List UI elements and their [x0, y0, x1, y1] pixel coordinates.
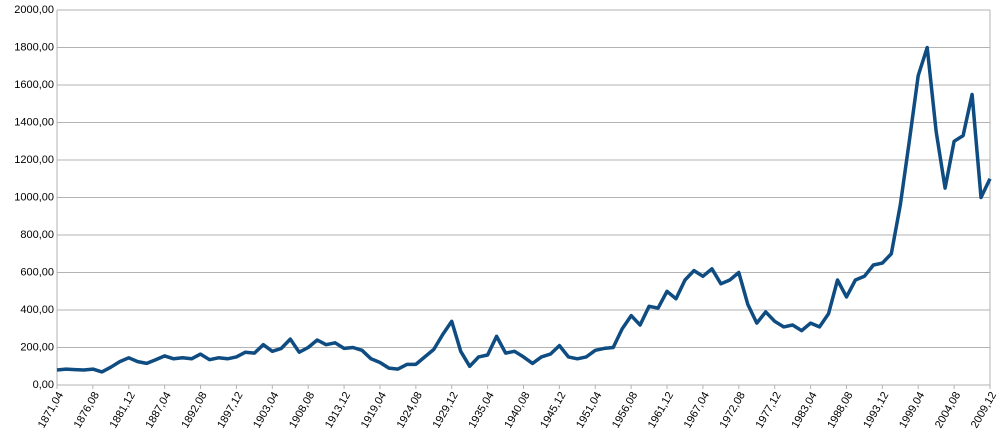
x-tick-label: 1871,04	[36, 390, 66, 430]
x-tick-label: 1977,12	[754, 390, 784, 430]
x-tick-label: 1945,12	[538, 390, 568, 430]
x-tick-label: 1961,12	[646, 390, 676, 430]
x-tick-label: 1993,12	[861, 390, 891, 430]
line-series	[56, 45, 992, 374]
x-tick-label: 1951,04	[574, 390, 604, 430]
x-tick-label: 1903,04	[251, 390, 281, 430]
x-tick-label: 1999,04	[897, 390, 927, 430]
x-tick-label: 1935,04	[466, 390, 496, 430]
y-tick-label: 600,00	[20, 266, 54, 278]
x-tick-label: 1887,04	[143, 390, 173, 430]
y-tick-label: 1600,00	[14, 79, 54, 91]
x-tick-label: 1967,04	[682, 390, 712, 430]
x-tick-label: 1972,08	[718, 390, 748, 430]
x-tick-label: 1908,08	[287, 390, 317, 430]
x-tick-label: 1881,12	[108, 390, 138, 430]
y-tick-label: 1000,00	[14, 191, 54, 203]
y-tick-label: 800,00	[20, 229, 54, 241]
x-tick-label: 1919,04	[359, 390, 389, 430]
x-tick-label: 1983,04	[789, 390, 819, 430]
x-tick-label: 1940,08	[502, 390, 532, 430]
y-tick-label: 400,00	[20, 304, 54, 316]
x-tick-label: 1876,08	[72, 390, 102, 430]
x-tick-label: 1929,12	[431, 390, 461, 430]
x-tick-label: 1956,08	[610, 390, 640, 430]
y-tick-label: 1800,00	[14, 41, 54, 53]
y-tick-label: 1400,00	[14, 116, 54, 128]
x-tick-label: 1897,12	[215, 390, 245, 430]
x-tick-label: 1988,08	[825, 390, 855, 430]
y-tick-label: 1200,00	[14, 154, 54, 166]
x-tick-label: 1913,12	[323, 390, 353, 430]
y-tick-label: 200,00	[20, 341, 54, 353]
x-tick-label: 1924,08	[395, 390, 425, 430]
y-tick-label: 0,00	[33, 379, 54, 391]
x-tick-label: 1892,08	[179, 390, 209, 430]
x-tick-label: 2004,08	[933, 390, 963, 430]
x-tick-label: 2009,12	[969, 390, 998, 430]
y-tick-label: 2000,00	[14, 4, 54, 16]
